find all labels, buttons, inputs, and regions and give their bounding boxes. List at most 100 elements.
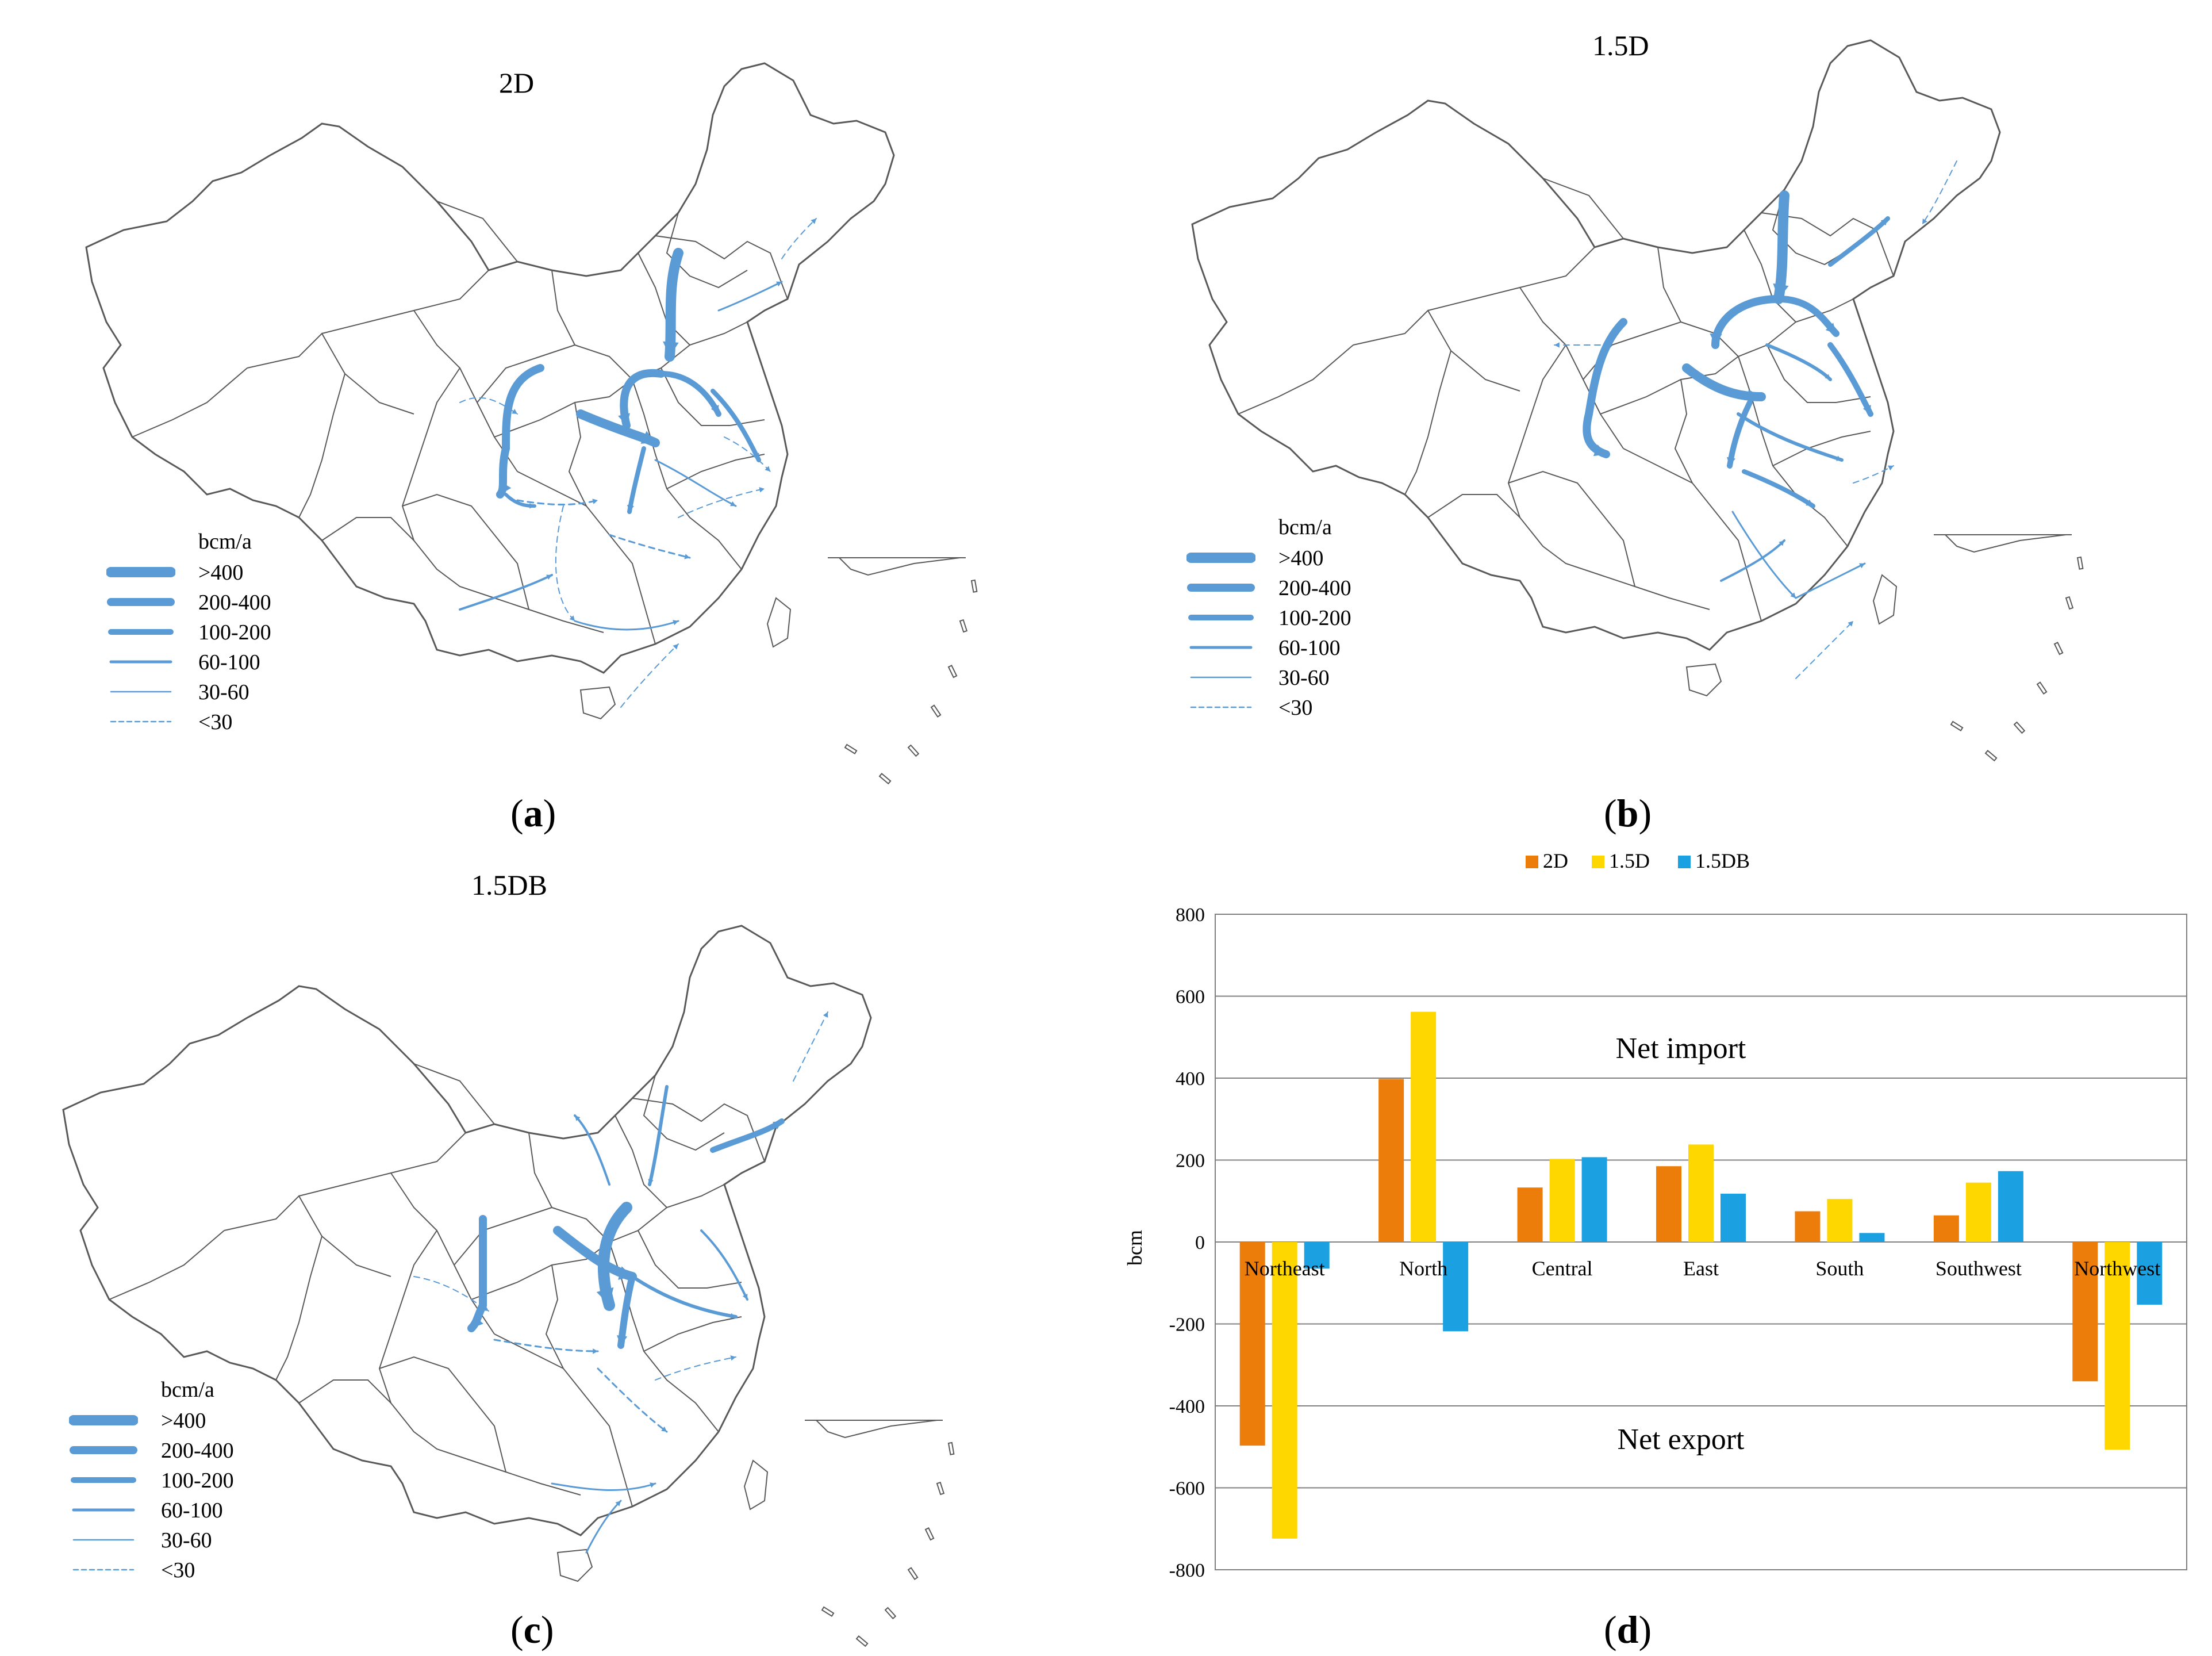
legend-class-label: 60-100 <box>1278 636 1341 660</box>
legend-line-sample <box>110 691 172 693</box>
panel-caption: (b) <box>1604 791 1652 835</box>
island-mark <box>2065 596 2074 610</box>
island-mark <box>1984 749 1998 762</box>
province-border <box>1353 309 1520 392</box>
bar <box>1998 1171 2023 1242</box>
gas-flow-arrow <box>678 488 765 518</box>
legend-line-sample <box>72 1539 135 1541</box>
gas-flow-arrow <box>724 436 771 472</box>
bar <box>1581 1157 1607 1242</box>
province-border <box>1744 229 1796 323</box>
arrowhead <box>1859 563 1865 569</box>
arrowhead <box>1554 342 1560 348</box>
bar <box>1272 1242 1297 1539</box>
bar <box>1239 1242 1265 1446</box>
panel-caption: (c) <box>510 1608 554 1651</box>
bar <box>2105 1242 2130 1450</box>
arrowhead <box>596 1287 614 1305</box>
gas-flow-arrow <box>1795 562 1866 599</box>
gas-flow-arrow <box>585 1500 622 1554</box>
arrowhead <box>483 1306 489 1311</box>
gas-flow-arrow <box>413 1276 489 1312</box>
legend-class-label: 100-200 <box>161 1469 234 1493</box>
island-mark <box>878 772 892 785</box>
flow-legend: bcm/a >400 200-400 100-200 60-100 30-60 <30 <box>106 529 405 734</box>
legend-class-label: 60-100 <box>198 650 260 674</box>
bar <box>1378 1079 1404 1242</box>
arrowhead <box>615 1501 621 1506</box>
category-label: Southwest <box>1936 1257 2022 1280</box>
arrowhead <box>1748 389 1761 404</box>
legend-swatch <box>1678 856 1691 868</box>
y-tick-label: -200 <box>1169 1314 1205 1336</box>
legend-class-label: >400 <box>198 561 244 585</box>
legend-line-sample <box>108 629 174 635</box>
arrowhead <box>618 1266 632 1280</box>
china-map <box>85 62 978 785</box>
gas-flow-arrow <box>459 574 553 611</box>
legend-unit: bcm/a <box>1278 515 1332 539</box>
gas-flow-arrow <box>1583 318 1627 458</box>
arrowhead <box>1825 323 1836 334</box>
legend-line-sample <box>1190 676 1252 678</box>
arrowhead <box>575 1116 581 1121</box>
gas-flow-arrow <box>700 1229 748 1301</box>
bar <box>1859 1233 1885 1242</box>
province-border <box>638 1230 742 1289</box>
china-map <box>1191 39 2084 762</box>
province-border <box>1542 178 1624 239</box>
province-border <box>1404 350 1451 495</box>
gas-flow-arrow <box>574 620 679 631</box>
gas-flow-arrow <box>1827 342 1873 417</box>
arrowhead <box>1880 218 1888 226</box>
taiwan-island <box>743 1459 769 1511</box>
arrowhead <box>569 615 575 621</box>
legend-row: 30-60 <box>106 677 405 706</box>
net-import-annotation: Net import <box>1616 1032 1746 1065</box>
y-tick-label: 200 <box>1176 1151 1205 1172</box>
legend-row: >400 <box>106 558 405 586</box>
province-border <box>413 310 518 472</box>
map-title: 1.5DB <box>471 869 547 901</box>
map-panel-1-5db: 1.5DB (c) bcm/a >400 200-400 100-200 60-100 3… <box>0 828 1106 1656</box>
net-export-annotation: Net export <box>1618 1423 1745 1456</box>
gas-flow-arrow <box>459 397 518 415</box>
legend-row: <30 <box>69 1555 368 1584</box>
island-mark <box>936 1481 945 1496</box>
arrowhead <box>730 1355 736 1361</box>
category-label: South <box>1815 1257 1864 1280</box>
bar <box>2072 1242 2098 1382</box>
panel-caption: (d) <box>1604 1608 1652 1651</box>
province-border <box>666 454 765 489</box>
province-border <box>1623 448 1693 484</box>
bar <box>1795 1211 1821 1242</box>
island-mark <box>907 1567 919 1580</box>
legend-class-label: 200-400 <box>198 591 271 615</box>
arrowhead <box>730 501 736 507</box>
gas-flow-arrow <box>1853 465 1894 484</box>
legend-line-sample <box>106 567 175 577</box>
flow-legend: bcm/a >400 200-400 100-200 60-100 30-60 <30 <box>1186 515 1485 720</box>
province-border <box>1427 494 1520 518</box>
province-border <box>401 367 604 633</box>
legend-line-sample <box>72 1569 135 1571</box>
province-border <box>275 1236 322 1381</box>
arrowhead <box>512 409 517 414</box>
province-border <box>321 517 414 541</box>
category-label: Northwest <box>2074 1257 2160 1280</box>
arrowhead <box>1726 457 1735 466</box>
gas-flow-arrow <box>648 1085 669 1186</box>
island-mark <box>844 743 858 754</box>
arrowhead <box>546 574 552 580</box>
province-border <box>643 1075 725 1151</box>
island-mark <box>907 744 920 757</box>
province-border <box>1772 431 1871 466</box>
province-border <box>1507 344 1710 610</box>
province-border <box>1519 287 1624 449</box>
province-border <box>298 373 345 518</box>
legend-row: <30 <box>106 707 405 736</box>
legend-swatch <box>1592 856 1604 868</box>
arrowhead <box>1862 405 1871 414</box>
y-tick-label: -600 <box>1169 1478 1205 1500</box>
y-tick-label: 600 <box>1176 987 1205 1008</box>
